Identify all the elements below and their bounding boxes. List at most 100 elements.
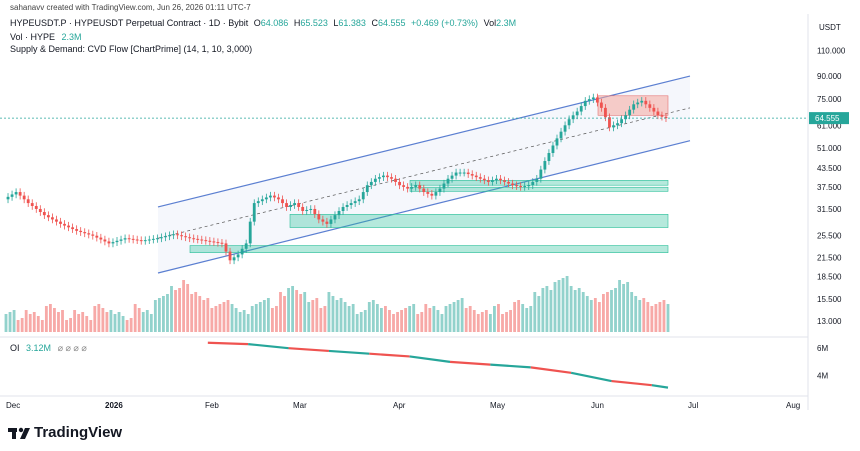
volume-bar <box>250 306 254 332</box>
candle-body <box>515 185 519 187</box>
volume-bar <box>16 320 20 332</box>
candle-body <box>644 100 648 105</box>
time-tick-label: Mar <box>293 401 307 410</box>
volume-bar <box>553 282 557 332</box>
volume-bar <box>271 308 274 332</box>
created-by-caption: sahanavv created with TradingView.com, J… <box>10 3 251 12</box>
time-tick-label: May <box>490 401 505 410</box>
candle-body <box>499 178 502 181</box>
volume-bar <box>12 310 16 332</box>
volume-bar <box>472 310 476 332</box>
candle-body <box>454 172 458 176</box>
volume-bar <box>424 304 428 332</box>
candle-body <box>143 240 147 242</box>
volume-bar <box>170 286 173 332</box>
volume-bar <box>484 310 488 332</box>
candle-body <box>478 177 482 179</box>
candle-body <box>216 242 220 244</box>
volume-legend[interactable]: Vol · HYPE 2.3M <box>10 32 82 42</box>
time-tick-label: Aug <box>786 401 800 410</box>
volume-bar <box>262 300 266 332</box>
candle-body <box>398 181 401 186</box>
candle-body <box>220 242 224 244</box>
volume-bar <box>222 302 226 332</box>
candle-body <box>75 229 79 231</box>
last-price-label: 64.555 <box>815 114 840 123</box>
candle-body <box>281 199 284 204</box>
candle-body <box>164 236 167 238</box>
candle-body <box>192 238 196 240</box>
price-tick-label: 18.500 <box>817 272 842 281</box>
candle-body <box>317 214 321 220</box>
volume-bar <box>174 290 177 332</box>
candle-body <box>119 239 123 241</box>
time-tick-label: 2026 <box>105 401 123 410</box>
candle-body <box>313 208 317 215</box>
candle-body <box>95 235 99 238</box>
volume-bar <box>464 308 468 332</box>
candle-body <box>555 138 559 146</box>
tv-logo-icon <box>8 427 30 439</box>
candle-body <box>127 238 131 240</box>
candle-body <box>151 238 155 240</box>
oi-legend[interactable]: OI 3.12M ⌀ ⌀ ⌀ ⌀ <box>10 343 87 353</box>
volume-bar <box>573 290 577 332</box>
candle-body <box>341 206 345 211</box>
oi-segment <box>651 384 669 389</box>
volume-bar <box>440 314 444 332</box>
volume-bar <box>622 284 626 332</box>
candle-body <box>365 185 369 193</box>
volume-bar <box>166 294 169 332</box>
candle-body <box>357 199 361 202</box>
volume-bar <box>626 282 630 332</box>
volume-bar <box>291 286 295 332</box>
volume-bar <box>69 318 72 332</box>
candle-body <box>83 232 87 234</box>
candle-body <box>386 175 389 178</box>
volume-bar <box>190 294 194 332</box>
oi-segment <box>530 366 572 374</box>
volume-bar <box>408 306 412 332</box>
oi-segment <box>288 347 330 353</box>
candle-body <box>289 205 292 207</box>
price-tick-label: 37.500 <box>817 183 842 192</box>
time-tick-label: Jun <box>591 401 604 410</box>
candle-body <box>252 203 256 222</box>
volume-bar <box>561 278 565 332</box>
candle-body <box>285 203 288 207</box>
volume-bar <box>93 306 97 332</box>
high-value: 65.523 <box>300 18 328 28</box>
candle-body <box>91 234 95 236</box>
candle-body <box>490 180 494 182</box>
price-tick-label: 25.500 <box>817 232 842 241</box>
volume-bar <box>343 302 347 332</box>
price-tick-label: 90.000 <box>817 72 842 81</box>
volume-bar <box>331 296 335 332</box>
low-value: 61.383 <box>338 18 366 28</box>
volume-bar <box>182 280 186 332</box>
candle-body <box>309 208 313 210</box>
volume-bar <box>505 312 508 332</box>
indicator-legend[interactable]: Supply & Demand: CVD Flow [ChartPrime] (… <box>10 44 253 54</box>
volume-bar <box>295 290 299 332</box>
volume-bar <box>20 318 24 332</box>
candle-body <box>176 234 179 236</box>
candle-body <box>63 223 66 226</box>
candle-body <box>200 239 204 241</box>
candle-body <box>353 201 357 204</box>
currency-label: USDT <box>819 23 841 32</box>
symbol-line[interactable]: HYPEUSDT.P · HYPEUSDT Perpetual Contract… <box>10 18 249 28</box>
volume-bar <box>323 306 327 332</box>
volume-bar <box>81 312 85 332</box>
volume-bar <box>28 314 32 332</box>
candle-body <box>329 219 333 224</box>
volume-bar <box>157 298 161 332</box>
candle-body <box>482 178 486 181</box>
candle-body <box>180 235 184 237</box>
candle-body <box>345 205 349 207</box>
candle-body <box>369 181 373 186</box>
volume-bar <box>279 292 282 332</box>
candle-body <box>624 115 628 120</box>
volume-bar <box>638 300 642 332</box>
